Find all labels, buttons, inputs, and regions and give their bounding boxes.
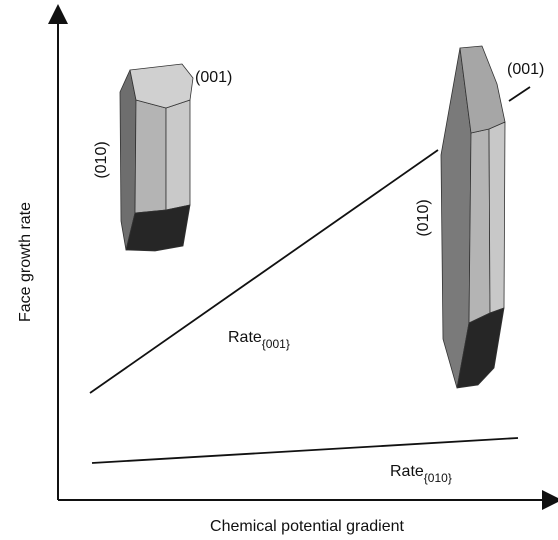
y-axis-label: Face growth rate <box>17 202 34 322</box>
small-crystal-center-face <box>134 99 167 214</box>
rate-001-label-sub: {001} <box>262 337 290 351</box>
tall-crystal-right-face <box>488 121 506 314</box>
small-crystal-label-001: (001) <box>195 69 232 86</box>
tall-crystal-top-face <box>459 45 506 134</box>
small-crystal <box>119 63 194 252</box>
rate-001-line-continuation <box>508 86 531 102</box>
small-crystal-right-face <box>165 99 191 211</box>
small-crystal-bottom-face <box>125 204 191 252</box>
rate-010-line <box>91 437 519 464</box>
rate-010-label-sub: {010} <box>424 471 452 485</box>
tall-crystal-label-001: (001) <box>507 61 544 78</box>
rate-001-label-base: Rate <box>228 329 262 346</box>
tall-crystal-bottom-face <box>456 307 505 389</box>
rate-010-label: Rate{010} <box>390 463 452 485</box>
rate-001-line <box>89 149 439 394</box>
tall-crystal-center-face <box>468 128 491 324</box>
x-axis-label: Chemical potential gradient <box>210 518 404 535</box>
small-crystal-label-010: (010) <box>93 141 110 178</box>
rate-010-label-base: Rate <box>390 463 424 480</box>
tall-crystal-label-010: (010) <box>415 199 432 236</box>
rate-001-label: Rate{001} <box>228 329 290 351</box>
small-crystal-top-face <box>129 63 194 109</box>
tall-crystal <box>440 45 506 389</box>
